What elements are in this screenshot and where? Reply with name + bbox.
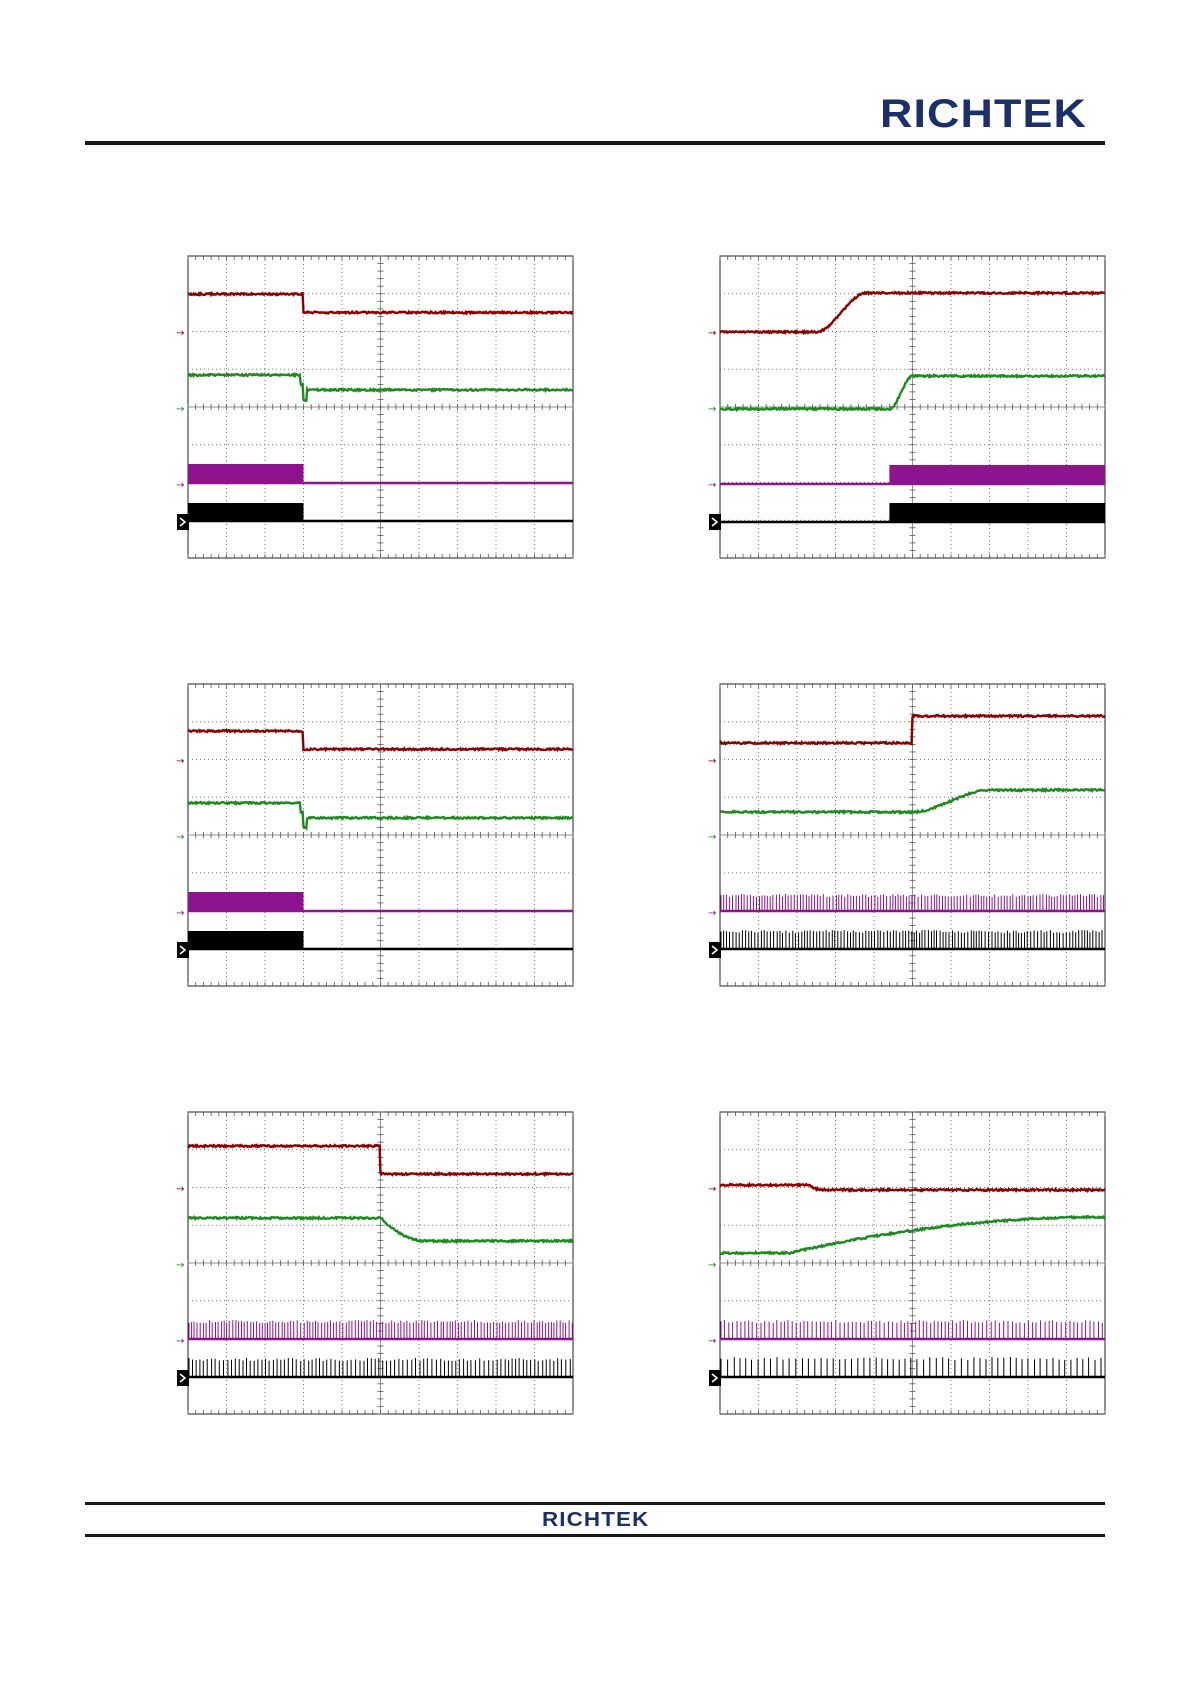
scope-4-green-ground-marker: → — [708, 832, 716, 843]
scope-3-purple-ground-marker: → — [176, 908, 184, 919]
scope-3-black-ground-marker — [177, 942, 189, 958]
scope-5-green-ground-marker: → — [176, 1260, 184, 1271]
scope-5-green-trace — [187, 1215, 574, 1245]
scope-6-red-ground-marker: → — [708, 1184, 716, 1195]
scope-1-red-ground-marker: → — [176, 328, 184, 339]
scope-4-black-trace — [720, 930, 1105, 951]
scope-6-black-ground-marker — [709, 1370, 721, 1386]
scope-5-black-ground-marker — [177, 1370, 189, 1386]
scope-1-black-ground-marker — [177, 514, 189, 530]
scope-plot-5: → → → — [176, 1111, 574, 1415]
scope-3-grid — [187, 683, 574, 987]
footer-rule-bottom — [85, 1534, 1105, 1537]
scope-1-black-trace — [188, 503, 573, 523]
scope-4-black-ground-marker — [709, 942, 721, 958]
scope-5-red-trace — [187, 1143, 574, 1178]
scope-4-red-ground-marker: → — [708, 756, 716, 767]
scope-1-red-trace — [187, 291, 574, 316]
scope-3-purple-trace — [188, 892, 573, 913]
scope-5-black-trace — [188, 1358, 573, 1379]
scope-4-green-trace — [719, 786, 1106, 816]
scope-4-red-trace — [719, 712, 1106, 747]
scope-4-purple-ground-marker: → — [708, 908, 716, 919]
scope-5-purple-ground-marker: → — [176, 1336, 184, 1347]
scope-1-purple-ground-marker: → — [176, 480, 184, 491]
scope-3-green-ground-marker: → — [176, 832, 184, 843]
scope-6-grid — [719, 1111, 1106, 1415]
footer-rule-top — [85, 1502, 1105, 1505]
scope-2-green-ground-marker: → — [708, 404, 716, 415]
scope-6-purple-trace — [720, 1320, 1105, 1341]
scope-2-green-trace — [720, 373, 1107, 413]
scope-3-red-trace — [187, 728, 574, 753]
scope-5-purple-trace — [188, 1320, 573, 1341]
scope-3-green-trace — [187, 799, 574, 831]
scope-2-black-ground-marker — [709, 514, 721, 530]
scope-6-red-trace — [720, 1181, 1106, 1194]
scope-2-black-trace — [720, 503, 1105, 524]
scope-1-purple-trace — [188, 464, 573, 485]
scope-6-green-ground-marker: → — [708, 1260, 716, 1271]
scope-1-green-trace — [187, 371, 574, 403]
scope-2-purple-trace — [720, 465, 1105, 486]
header-rule — [85, 141, 1105, 145]
scope-1-green-ground-marker: → — [176, 404, 184, 415]
scope-5-red-ground-marker: → — [176, 1184, 184, 1195]
scope-6-black-trace — [720, 1357, 1105, 1379]
richtek-logo-footer: RICHTEK — [542, 1509, 650, 1531]
scope-plot-3: → → → — [176, 683, 574, 987]
scope-plot-1: → → → — [176, 255, 574, 559]
scope-4-purple-trace — [720, 894, 1105, 913]
scope-3-black-trace — [188, 931, 573, 951]
scope-plot-6: → → → — [708, 1111, 1106, 1415]
scope-6-purple-ground-marker: → — [708, 1336, 716, 1347]
scope-plot-2: → → → — [708, 255, 1107, 559]
scope-2-red-ground-marker: → — [708, 328, 716, 339]
richtek-logo-header: RICHTEK — [880, 92, 1087, 136]
scope-6-green-trace — [719, 1214, 1106, 1256]
scope-2-red-trace — [719, 289, 1106, 336]
scope-2-purple-ground-marker: → — [708, 480, 716, 491]
scope-plot-4: → → → — [708, 683, 1106, 987]
scope-3-red-ground-marker: → — [176, 756, 184, 767]
